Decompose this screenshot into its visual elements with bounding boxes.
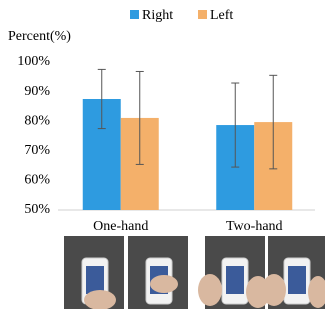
photo [128, 236, 188, 309]
y-tick-label: 60% [24, 173, 50, 188]
legend-swatch [198, 10, 207, 19]
legend-label: Left [210, 8, 233, 23]
legend-label: Right [142, 8, 173, 23]
photo [262, 236, 325, 309]
x-tick-label: One-hand [93, 219, 148, 234]
x-tick-label: Two-hand [226, 219, 283, 234]
chart: Percent(%) 50%60%70%80%90%10 [0, 0, 325, 309]
y-axis-label: Percent(%) [8, 29, 71, 44]
y-tick-label: 90% [24, 84, 50, 99]
y-tick-label: 50% [24, 202, 50, 217]
photos [64, 236, 325, 309]
photo [64, 236, 124, 309]
y-tick-label: 100% [17, 54, 50, 69]
y-tick-label: 80% [24, 113, 50, 128]
legend-swatch [130, 10, 139, 19]
y-tick-label: 70% [24, 143, 50, 158]
photo [198, 236, 270, 309]
